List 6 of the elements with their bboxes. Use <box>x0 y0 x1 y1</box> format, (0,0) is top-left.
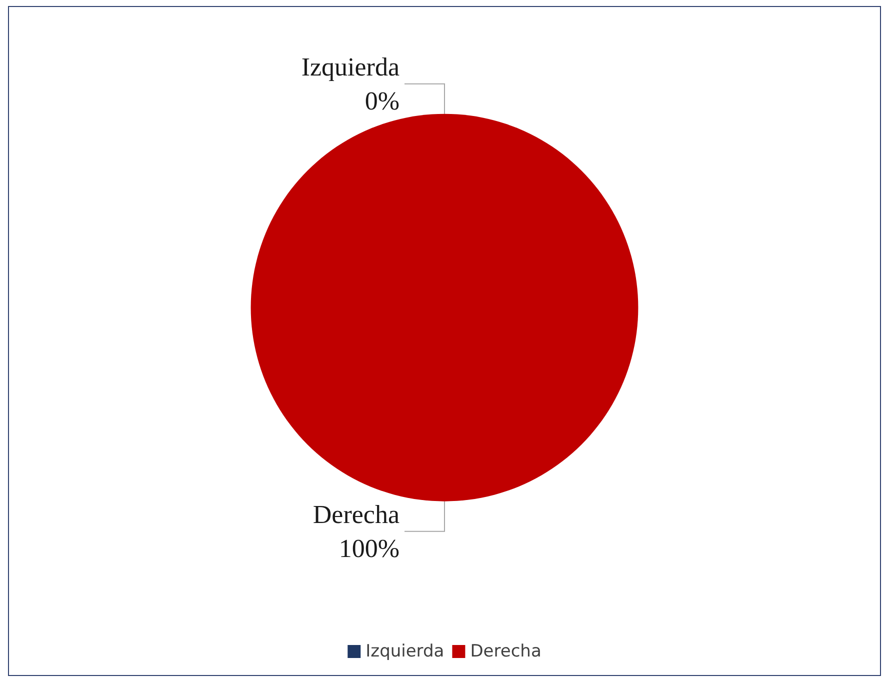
text: 0% <box>364 86 400 116</box>
category-label: Izquierda <box>301 52 400 82</box>
slice-label: Derecha <box>312 500 400 529</box>
legend-label: Izquierda <box>366 642 444 662</box>
data-label: 100% <box>338 534 400 563</box>
legend-label: Derecha <box>470 642 542 662</box>
